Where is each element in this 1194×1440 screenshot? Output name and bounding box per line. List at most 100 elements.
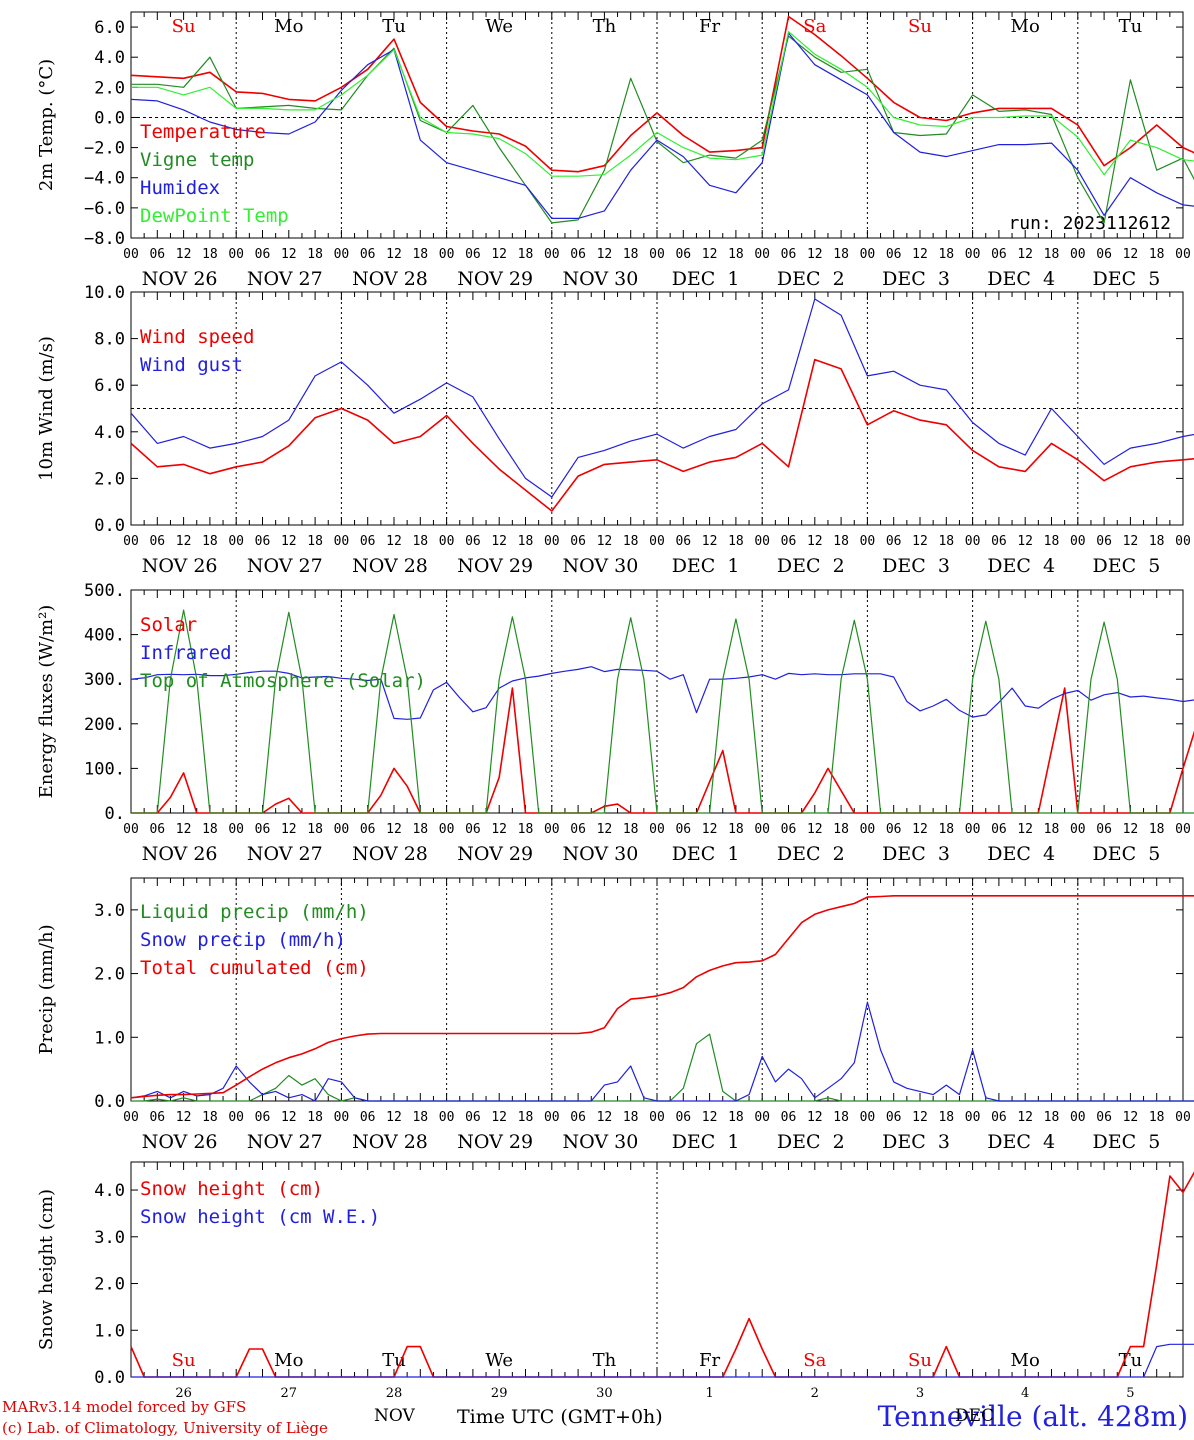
y-tick-label: 2.0	[94, 965, 125, 985]
hour-tick-label: 00	[544, 1110, 560, 1125]
station-name: Tenneville (alt. 428m)	[877, 1400, 1188, 1433]
hour-tick-label: 06	[360, 534, 376, 549]
series-line-snow-height-cm	[130, 1171, 1194, 1378]
date-label: NOV 28	[352, 1131, 428, 1153]
date-label: DEC 5	[1092, 1131, 1160, 1153]
weekday-label: Th	[593, 1350, 617, 1371]
date-label: NOV 27	[247, 555, 323, 577]
y-tick-label: 6.0	[94, 18, 125, 38]
series-line-wind-gust	[130, 298, 1194, 498]
hour-tick-label: 00	[754, 822, 770, 837]
series-line-snow-precip-mm-h	[130, 1001, 1194, 1102]
hour-tick-label: 06	[255, 534, 271, 549]
date-label: NOV 29	[457, 1131, 533, 1153]
hour-tick-label: 00	[1070, 822, 1086, 837]
legend-entry: Snow height (cm)	[140, 1178, 323, 1200]
weekday-label: Tu	[1119, 16, 1143, 37]
hour-tick-label: 18	[938, 1110, 954, 1125]
date-label: NOV 30	[562, 555, 638, 577]
run-label: run: 2023112612	[1008, 213, 1171, 234]
hour-tick-label: 12	[176, 534, 192, 549]
hour-tick-label: 12	[912, 822, 928, 837]
month-label-nov: NOV	[374, 1406, 415, 1426]
hour-tick-label: 06	[781, 247, 797, 262]
y-tick-label: 1.0	[94, 1028, 125, 1048]
hour-tick-label: 18	[1149, 247, 1165, 262]
hour-tick-label: 06	[781, 822, 797, 837]
y-tick-label: 0.0	[94, 108, 125, 128]
hour-tick-label: 06	[886, 1110, 902, 1125]
y-tick-label: 0.0	[94, 516, 125, 536]
hour-tick-label: 12	[386, 1110, 402, 1125]
series-line-snow-height-cm-w-e	[131, 1343, 1194, 1378]
date-label: NOV 28	[352, 555, 428, 577]
day-number-label: 3	[916, 1386, 924, 1400]
date-label: DEC 4	[987, 268, 1055, 290]
date-label: DEC 3	[882, 268, 950, 290]
hour-tick-label: 00	[649, 534, 665, 549]
weekday-label: Mo	[274, 16, 303, 37]
hour-tick-label: 12	[912, 247, 928, 262]
weekday-label: Mo	[1011, 1350, 1040, 1371]
hour-tick-label: 12	[281, 822, 297, 837]
hour-tick-label: 06	[465, 822, 481, 837]
hour-tick-label: 18	[833, 534, 849, 549]
hour-tick-label: 06	[360, 247, 376, 262]
y-tick-label: −8.0	[84, 229, 125, 249]
hour-tick-label: 06	[781, 1110, 797, 1125]
date-label: DEC 5	[1092, 555, 1160, 577]
hour-tick-label: 06	[570, 534, 586, 549]
hour-tick-label: 00	[334, 534, 350, 549]
hour-tick-label: 00	[439, 247, 455, 262]
hour-tick-label: 12	[281, 534, 297, 549]
hour-tick-label: 00	[334, 822, 350, 837]
series-line-dewpoint-temp	[131, 31, 1194, 177]
hour-tick-label: 06	[991, 247, 1007, 262]
y-tick-label: 2.0	[94, 1275, 125, 1295]
hour-tick-label: 00	[439, 1110, 455, 1125]
hour-tick-label: 00	[754, 1110, 770, 1125]
hour-tick-label: 12	[807, 822, 823, 837]
weekday-label: Tu	[382, 16, 406, 37]
date-label: DEC 5	[1092, 843, 1160, 865]
hour-tick-label: 12	[491, 247, 507, 262]
hour-tick-label: 00	[123, 822, 139, 837]
hour-tick-label: 18	[623, 822, 639, 837]
hour-tick-label: 12	[386, 534, 402, 549]
hour-tick-label: 06	[675, 247, 691, 262]
hour-tick-label: 00	[1175, 822, 1191, 837]
hour-tick-label: 18	[518, 1110, 534, 1125]
day-number-label: 27	[281, 1386, 298, 1400]
hour-tick-label: 18	[728, 1110, 744, 1125]
hour-tick-label: 00	[965, 822, 981, 837]
series-line-wind-speed	[130, 358, 1194, 512]
y-tick-label: −6.0	[84, 199, 125, 219]
hour-tick-label: 18	[1044, 1110, 1060, 1125]
y-tick-label: 1.0	[94, 1321, 125, 1341]
hour-tick-label: 06	[570, 822, 586, 837]
series-line-humidex	[130, 32, 1194, 219]
hour-tick-label: 18	[1044, 247, 1060, 262]
hour-tick-label: 12	[176, 247, 192, 262]
hour-tick-label: 18	[202, 1110, 218, 1125]
legend-entry: Snow height (cm W.E.)	[140, 1206, 380, 1228]
hour-tick-label: 00	[334, 247, 350, 262]
weekday-label: Su	[172, 1350, 196, 1371]
hour-tick-label: 06	[465, 534, 481, 549]
series-line-top-of-atmosphere-solar	[131, 609, 1194, 814]
hour-tick-label: 06	[675, 822, 691, 837]
date-label: DEC 1	[672, 1131, 740, 1153]
hour-tick-label: 18	[1149, 822, 1165, 837]
hour-tick-label: 18	[728, 534, 744, 549]
hour-tick-label: 18	[938, 822, 954, 837]
hour-tick-label: 12	[386, 247, 402, 262]
month-label-dec: DEC	[955, 1406, 995, 1426]
hour-tick-label: 06	[149, 822, 165, 837]
chart-panel-1: −8.0 −6.0 −4.0 −2.0 0.0 2.0 4.0 6.0 2m Temp. (°C…	[36, 11, 1194, 290]
hour-tick-label: 18	[728, 822, 744, 837]
hour-tick-label: 18	[938, 247, 954, 262]
hour-tick-label: 12	[702, 534, 718, 549]
hour-tick-label: 12	[491, 822, 507, 837]
hour-tick-label: 18	[518, 822, 534, 837]
hour-tick-label: 12	[597, 822, 613, 837]
